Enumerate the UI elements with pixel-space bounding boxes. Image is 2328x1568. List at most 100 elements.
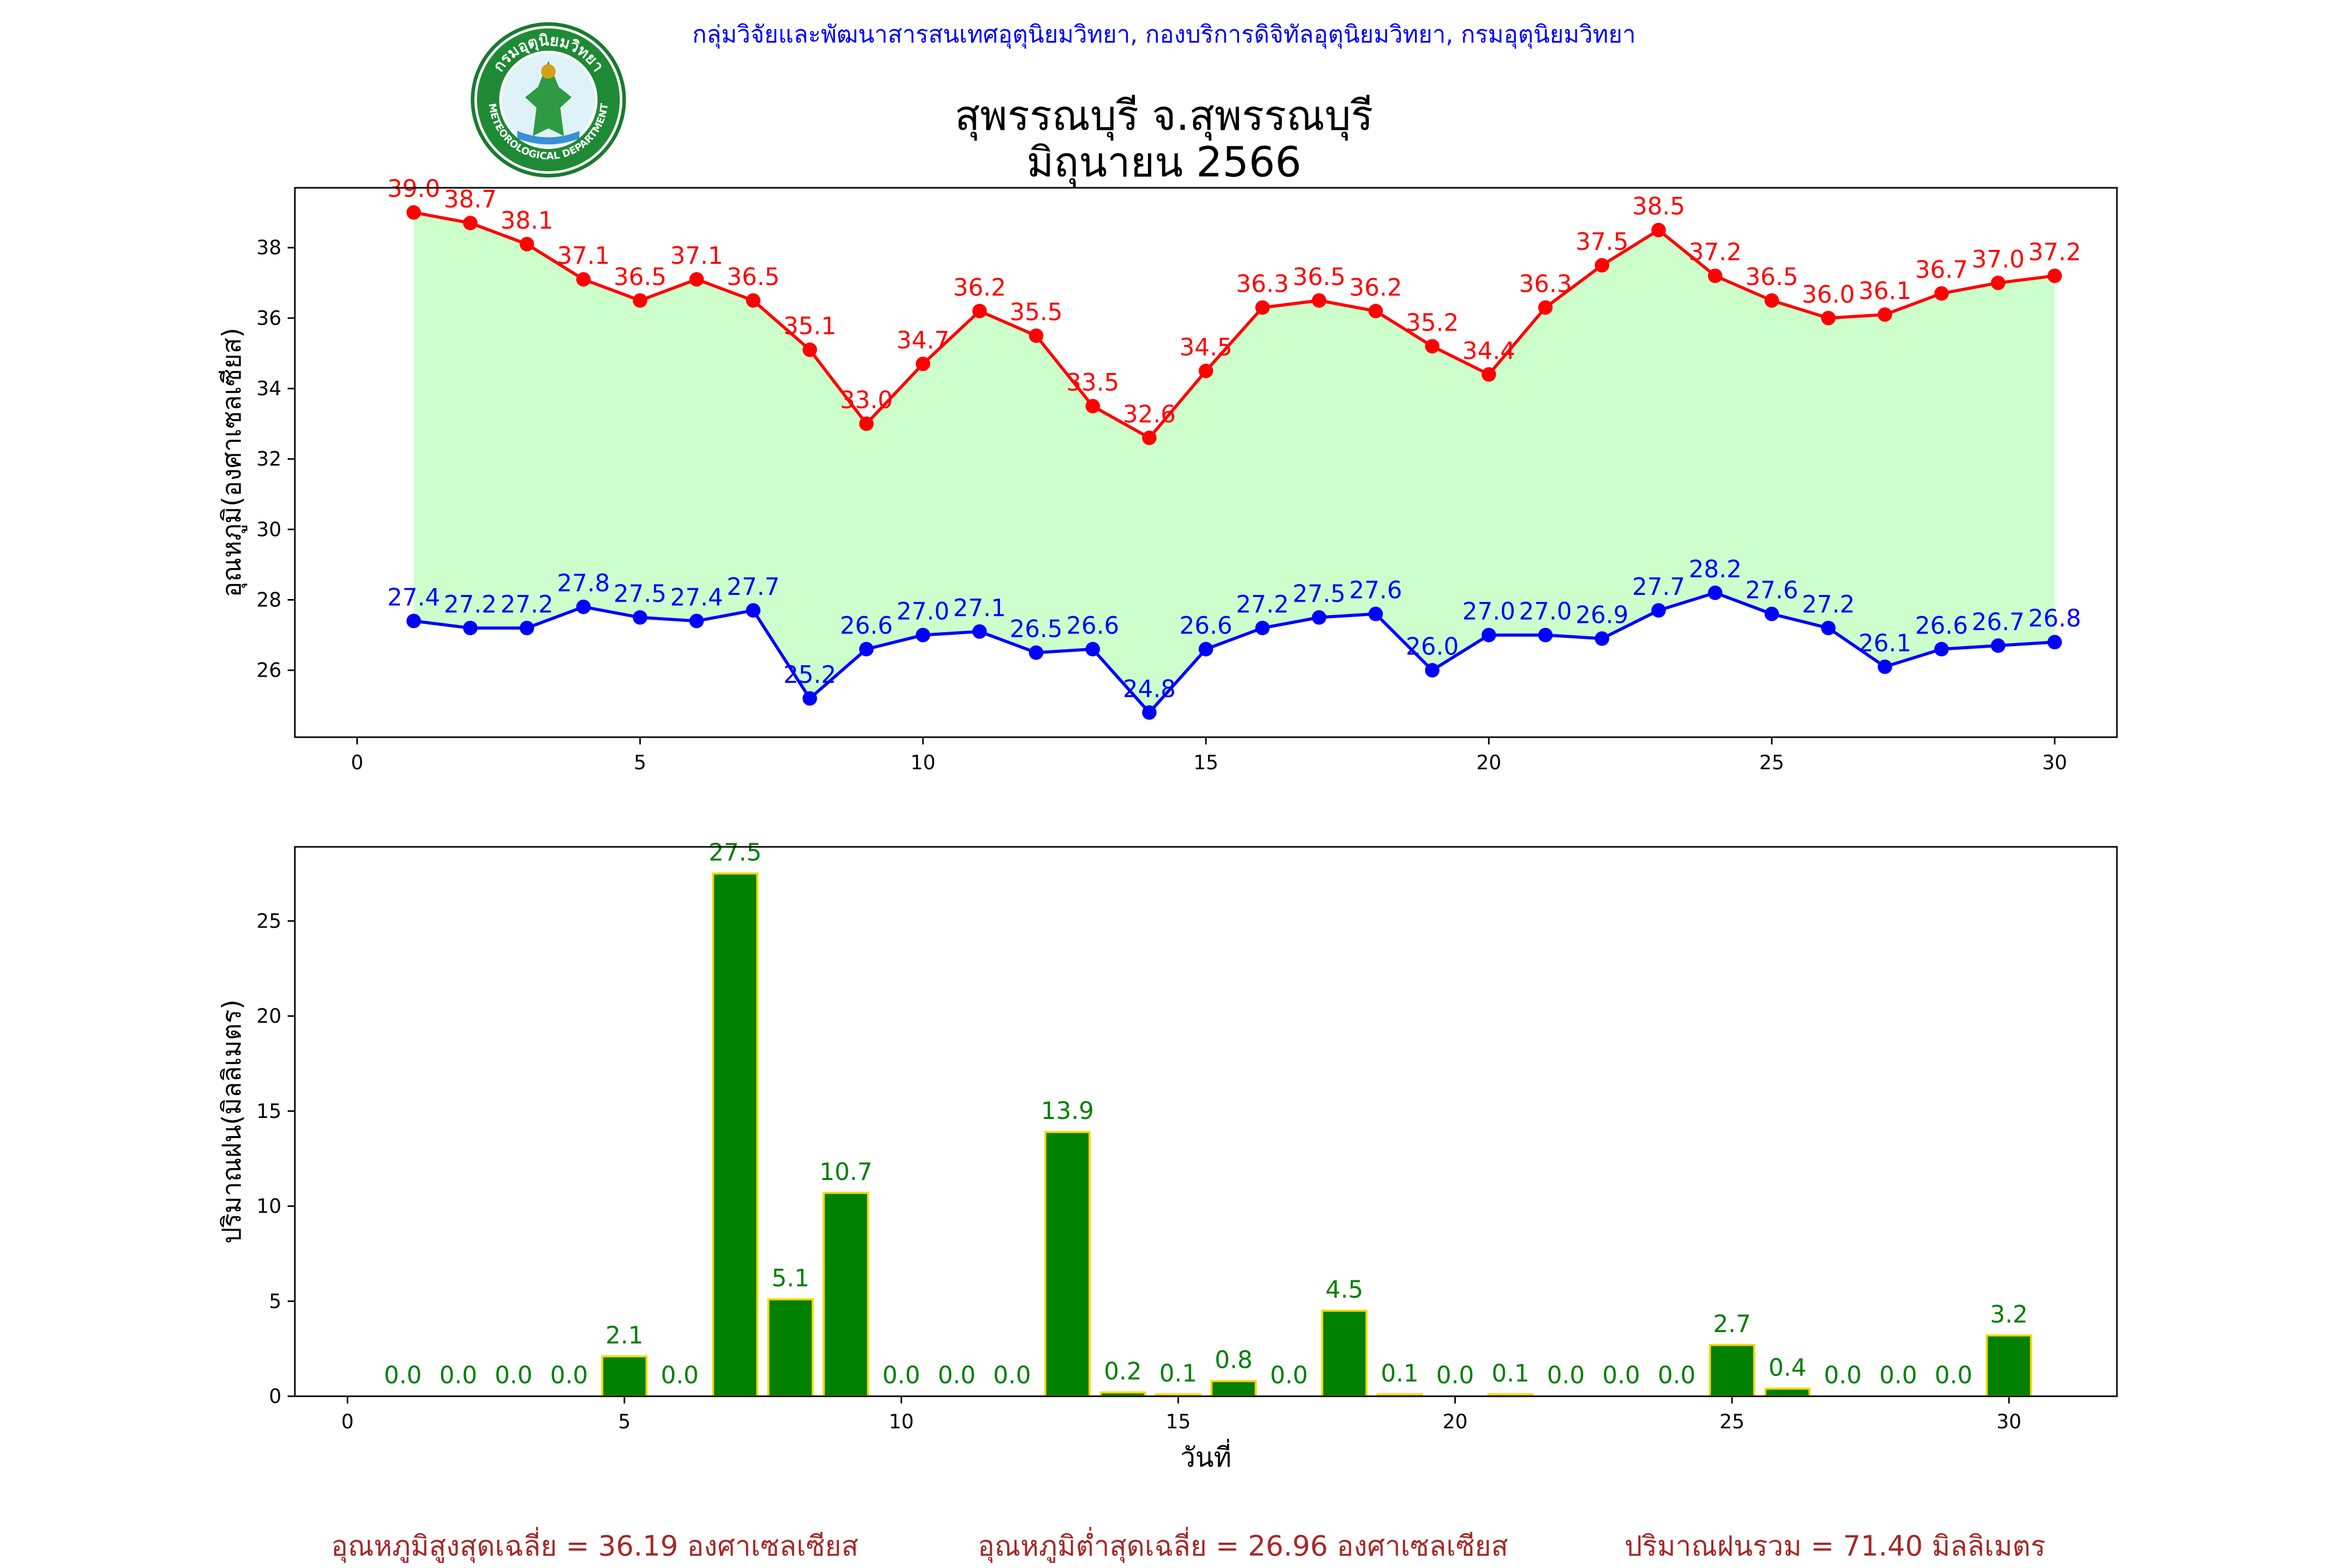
station-title: สุพรรณบุรี จ.สุพรรณบุรี — [954, 92, 1374, 140]
max-temp-data-label: 36.5 — [727, 263, 780, 291]
x-tick-label: 0 — [341, 1410, 354, 1433]
max-temp-point — [576, 272, 591, 287]
min-temp-point — [1085, 641, 1100, 656]
max-temp-point — [745, 293, 760, 308]
y-tick-label: 30 — [257, 518, 281, 541]
y-tick-label: 26 — [257, 659, 281, 682]
min-temp-point — [519, 620, 534, 635]
y-tick-label: 10 — [257, 1195, 281, 1218]
y-tick-label: 0 — [269, 1385, 281, 1408]
max-temp-data-label: 36.2 — [953, 273, 1006, 301]
x-tick-label: 30 — [2042, 751, 2067, 774]
x-tick-label: 0 — [351, 751, 363, 774]
min-temp-data-label: 26.6 — [840, 611, 893, 639]
total-rain-summary: ปริมาณฝนรวม = 71.40 มิลลิเมตร — [1624, 1530, 2046, 1562]
max-temp-data-label: 36.1 — [1858, 277, 1911, 305]
max-temp-data-label: 36.5 — [1745, 263, 1798, 291]
min-temp-point — [463, 620, 478, 635]
min-temp-data-label: 26.7 — [1972, 608, 2024, 636]
min-temp-data-label: 27.5 — [614, 580, 666, 608]
max-temp-point — [1651, 222, 1666, 237]
min-temp-point — [802, 691, 817, 706]
meteorological-department-logo: กรมอุตุนิยมวิทยา METEOROLOGICAL DEPARTME… — [471, 22, 626, 177]
rain-bar — [1044, 1131, 1091, 1398]
min-temp-point — [859, 641, 874, 656]
max-temp-point — [1934, 286, 1949, 301]
min-temp-point — [1142, 705, 1157, 720]
rain-data-label: 0.0 — [495, 1361, 532, 1389]
max-temp-data-label: 34.4 — [1463, 337, 1515, 365]
max-temp-point — [463, 216, 478, 231]
temperature-range-fill — [413, 212, 2055, 713]
min-temp-point — [2047, 635, 2062, 650]
min-temp-data-label: 27.2 — [1802, 590, 1855, 618]
min-temp-point — [576, 600, 591, 615]
y-tick-label: 20 — [257, 1005, 281, 1027]
max-temp-point — [519, 236, 534, 251]
max-temp-point — [1028, 328, 1043, 343]
max-temp-data-label: 36.3 — [1519, 270, 1572, 297]
rain-data-label: 0.0 — [439, 1361, 477, 1389]
rain-bar — [712, 872, 758, 1398]
rain-data-label: 0.0 — [938, 1361, 976, 1389]
min-temp-data-label: 26.8 — [2028, 604, 2081, 632]
rain-bar — [1321, 1309, 1368, 1398]
max-temp-data-label: 34.7 — [897, 326, 949, 354]
rain-data-label: 0.0 — [1602, 1361, 1640, 1389]
rain-data-label: 0.0 — [1879, 1361, 1917, 1389]
rain-data-label: 0.0 — [1658, 1361, 1695, 1389]
rain-data-label: 10.7 — [819, 1158, 872, 1186]
y-tick-label: 36 — [257, 307, 281, 330]
rain-bar — [1764, 1387, 1811, 1397]
max-temp-data-label: 37.5 — [1575, 228, 1628, 256]
max-temp-point — [1594, 258, 1609, 273]
max-temp-data-label: 37.0 — [1972, 245, 2024, 273]
rain-data-label: 0.1 — [1491, 1359, 1529, 1387]
min-temp-data-label: 27.7 — [1632, 573, 1685, 601]
min-temp-data-label: 26.6 — [1066, 611, 1119, 639]
rain-data-label: 0.0 — [1547, 1361, 1585, 1389]
rain-data-label: 2.7 — [1713, 1310, 1751, 1338]
max-temp-point — [1821, 310, 1836, 325]
max-temp-data-label: 33.0 — [840, 386, 893, 414]
rain-bar — [767, 1298, 814, 1397]
max-temp-data-label: 37.2 — [2028, 238, 2081, 266]
min-temp-point — [1764, 606, 1779, 621]
max-temp-point — [1142, 430, 1157, 445]
min-temp-point — [1425, 663, 1440, 678]
min-temp-data-label: 27.2 — [444, 590, 497, 618]
max-temp-point — [633, 293, 648, 308]
max-temp-data-label: 38.5 — [1632, 192, 1685, 220]
min-temp-point — [1991, 638, 2006, 653]
rain-data-label: 3.2 — [1990, 1300, 2028, 1328]
x-tick-label: 15 — [1193, 751, 1218, 774]
period-title: มิถุนายน 2566 — [1026, 138, 1302, 186]
min-temp-point — [1028, 645, 1043, 660]
min-temp-point — [916, 628, 931, 643]
min-temp-point — [689, 614, 704, 629]
x-tick-label: 30 — [1996, 1410, 2021, 1433]
min-temp-data-label: 26.0 — [1406, 633, 1458, 661]
min-temp-data-label: 27.2 — [500, 590, 553, 618]
min-temp-point — [1934, 641, 1949, 656]
max-temp-data-label: 36.2 — [1349, 273, 1402, 301]
rain-x-axis-label: วันที่ — [1180, 1439, 1231, 1473]
min-temp-point — [406, 614, 421, 629]
min-temp-point — [1538, 628, 1553, 643]
rain-data-label: 0.0 — [883, 1361, 920, 1389]
max-temp-point — [802, 342, 817, 357]
max-temp-point — [406, 205, 421, 220]
rain-bar — [1210, 1380, 1257, 1397]
min-temp-data-label: 27.5 — [1293, 580, 1346, 608]
y-tick-label: 5 — [269, 1290, 281, 1312]
min-temp-point — [1481, 628, 1496, 643]
rain-data-label: 0.2 — [1104, 1357, 1142, 1385]
x-tick-label: 5 — [618, 1410, 631, 1433]
max-temp-point — [2047, 268, 2062, 283]
min-temp-data-label: 27.0 — [1463, 598, 1515, 625]
max-temp-point — [1764, 293, 1779, 308]
max-temp-point — [1991, 275, 2006, 290]
x-tick-label: 10 — [911, 751, 935, 774]
max-temp-data-label: 35.2 — [1406, 308, 1458, 336]
max-temp-data-label: 36.0 — [1802, 280, 1855, 308]
